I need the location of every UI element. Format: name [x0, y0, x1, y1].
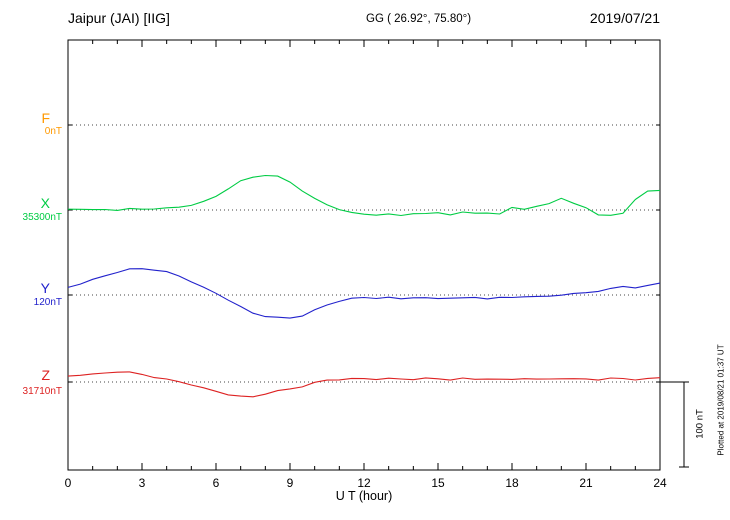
x-tick-label: 18 — [505, 476, 519, 490]
x-tick-label: 9 — [287, 476, 294, 490]
x-axis-label: U T (hour) — [335, 489, 393, 503]
x-tick-label: 24 — [653, 476, 667, 490]
x-tick-label: 3 — [139, 476, 146, 490]
geographic-coordinates: GG ( 26.92°, 75.80°) — [366, 13, 472, 25]
component-label-x: X — [40, 195, 50, 211]
trace-Y — [67, 268, 661, 319]
component-baseline-z: 31710nT — [22, 386, 62, 397]
plotted-at-note: Plotted at 2019/08/21 01:37 UT — [716, 344, 726, 456]
x-tick-label: 0 — [65, 476, 72, 490]
component-label-y: Y — [40, 280, 50, 296]
x-tick-label: 15 — [431, 476, 445, 490]
x-tick-label: 12 — [357, 476, 371, 490]
trace-X — [67, 174, 661, 217]
plot-border — [67, 39, 661, 471]
x-tick-label: 21 — [579, 476, 593, 490]
x-tick-label: 6 — [213, 476, 220, 490]
component-label-z: Z — [41, 367, 50, 383]
component-baseline-x: 35300nT — [22, 212, 62, 223]
component-baseline-f: 0nT — [44, 126, 62, 137]
trace-Z — [67, 371, 661, 398]
station-title: Jaipur (JAI) [IIG] — [68, 10, 170, 26]
scalebar-label: 100 nT — [694, 409, 706, 439]
component-label-f: F — [41, 110, 50, 126]
observation-date: 2019/07/21 — [589, 10, 660, 26]
component-baseline-y: 120nT — [33, 297, 62, 308]
